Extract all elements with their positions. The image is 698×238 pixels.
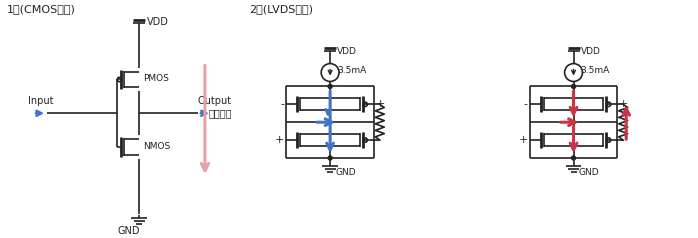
Text: +: +	[619, 99, 629, 109]
Text: GND: GND	[335, 168, 356, 177]
Text: -: -	[281, 99, 284, 109]
Text: +: +	[376, 99, 385, 109]
Text: GND: GND	[117, 226, 140, 236]
Text: -: -	[619, 135, 623, 145]
Text: NMOS: NMOS	[143, 142, 170, 151]
Text: -: -	[376, 135, 380, 145]
Text: 2線(LVDS信号): 2線(LVDS信号)	[248, 4, 313, 14]
Text: 貫通電流: 貫通電流	[209, 108, 232, 118]
Circle shape	[572, 156, 576, 160]
Text: PMOS: PMOS	[143, 74, 169, 83]
Text: -: -	[524, 99, 528, 109]
Circle shape	[572, 84, 576, 89]
Text: GND: GND	[579, 168, 599, 177]
Text: +: +	[275, 135, 284, 145]
Text: VDD: VDD	[581, 47, 600, 56]
Text: VDD: VDD	[147, 17, 169, 27]
Text: Input: Input	[28, 96, 54, 106]
Circle shape	[328, 84, 332, 89]
Text: 3.5mA: 3.5mA	[337, 66, 366, 75]
Text: 3.5mA: 3.5mA	[581, 66, 610, 75]
Text: 1線(CMOS信号): 1線(CMOS信号)	[7, 4, 76, 14]
Circle shape	[328, 156, 332, 160]
Text: Output: Output	[198, 96, 232, 106]
Text: VDD: VDD	[337, 47, 357, 56]
Text: +: +	[519, 135, 528, 145]
